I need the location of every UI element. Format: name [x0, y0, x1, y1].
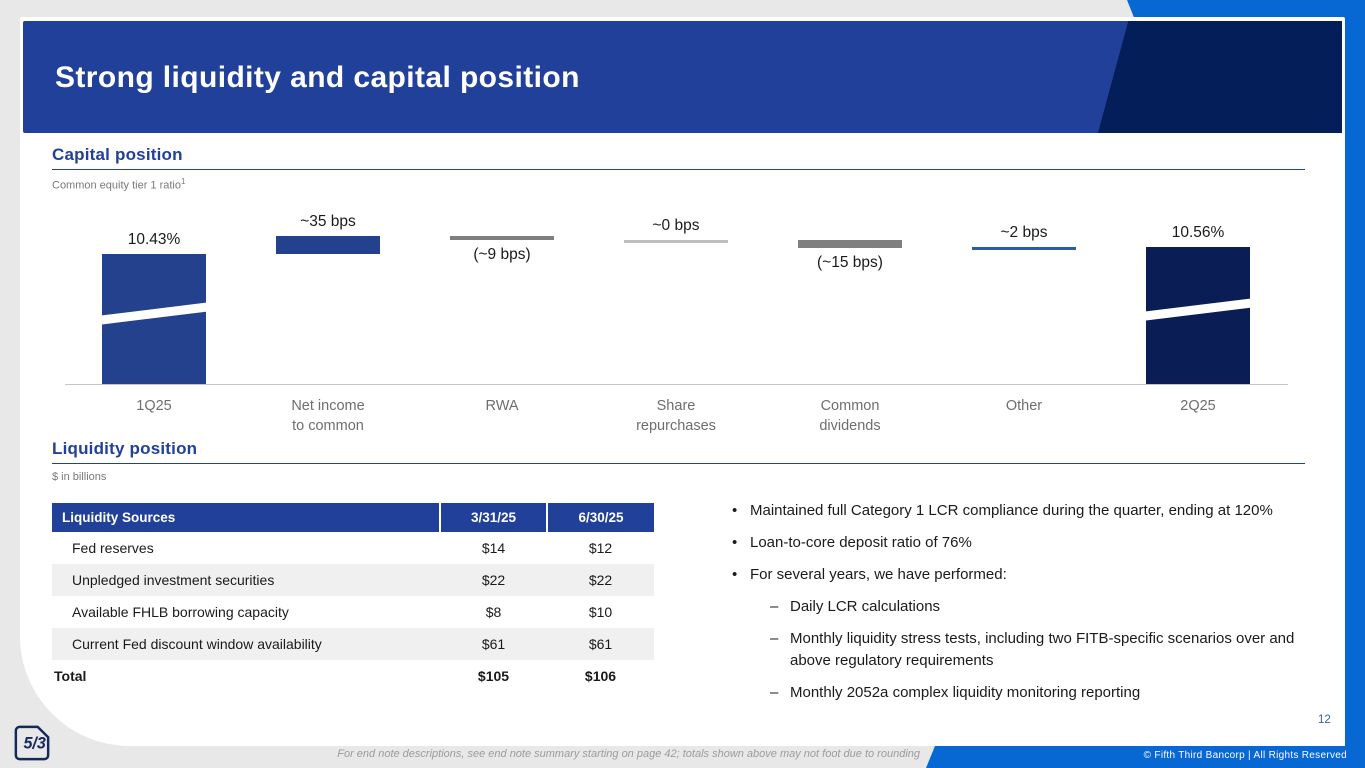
waterfall-bar-1q25 — [102, 254, 206, 384]
slide-title: Strong liquidity and capital position — [55, 61, 580, 94]
col-header-date-2: 6/30/25 — [546, 503, 654, 532]
row-value: $61 — [547, 628, 654, 660]
waterfall-category-label: 1Q25 — [136, 398, 172, 414]
endnote-superscript: 1 — [181, 177, 186, 186]
waterfall-category-label: Other — [1005, 398, 1043, 414]
waterfall-bar-net-income-to-common — [276, 235, 380, 254]
waterfall-bar-other — [972, 247, 1076, 250]
axis-break-slash — [1146, 297, 1250, 322]
chart-baseline-axis — [65, 384, 1288, 385]
col-header-date-1: 3/31/25 — [439, 503, 547, 532]
fifth-third-logo: 5/3 — [14, 725, 50, 761]
slide-card: Strong liquidity and capital position Ca… — [20, 17, 1345, 746]
banner-navy-wedge — [1097, 21, 1342, 133]
waterfall-value-label: 10.56% — [1171, 224, 1225, 242]
col-header-liquidity-sources: Liquidity Sources — [52, 503, 440, 532]
table-row: Current Fed discount window availability… — [52, 628, 654, 660]
row-value: $22 — [440, 564, 547, 596]
liquidity-sources-table: Liquidity Sources 3/31/25 6/30/25 Fed re… — [52, 503, 654, 692]
waterfall-bar-2q25 — [1146, 247, 1250, 384]
total-label: Total — [52, 660, 440, 692]
waterfall-value-label: ~2 bps — [1000, 224, 1048, 242]
page-number: 12 — [1318, 714, 1331, 726]
table-total-row: Total $105 $106 — [52, 660, 654, 692]
table-row: Unpledged investment securities $22 $22 — [52, 564, 654, 596]
row-label: Fed reserves — [72, 540, 154, 556]
cet1-waterfall-chart: 10.43% 1Q25 ~35 bps Net income to common (~9… — [20, 200, 1345, 445]
bullet-item: Loan-to-core deposit ratio of 76% — [732, 532, 1310, 554]
logo-shield-outline — [14, 725, 50, 761]
row-label: Unpledged investment securities — [52, 564, 440, 596]
waterfall-category-label: Common dividends — [819, 398, 881, 434]
table-row: Available FHLB borrowing capacity $8 $10 — [52, 596, 654, 628]
row-value: $10 — [588, 604, 613, 620]
waterfall-value-label: (~9 bps) — [473, 246, 531, 264]
capital-section-subtitle: Common equity tier 1 ratio1 — [52, 177, 186, 192]
liquidity-bullet-list: Maintained full Category 1 LCR complianc… — [732, 500, 1310, 714]
waterfall-category-label: 2Q25 — [1180, 398, 1216, 414]
waterfall-category-label: Share repurchases — [636, 398, 716, 434]
row-value: $61 — [440, 628, 547, 660]
waterfall-value-label: ~35 bps — [300, 212, 356, 230]
bullet-item: Maintained full Category 1 LCR complianc… — [732, 500, 1310, 522]
waterfall-value-label: (~15 bps) — [817, 254, 883, 272]
sub-bullet-item: Daily LCR calculations — [770, 596, 1310, 618]
waterfall-category-label: RWA — [485, 398, 519, 414]
total-value: $106 — [547, 660, 654, 692]
row-value: $14 — [481, 540, 506, 556]
waterfall-bar-common-dividends — [798, 240, 902, 249]
logo-53-glyph: 5/3 — [23, 735, 45, 753]
sub-bullet-item: Monthly 2052a complex liquidity monitori… — [770, 682, 1310, 704]
liquidity-section-subtitle: $ in billions — [52, 471, 107, 483]
liquidity-section-heading: Liquidity position — [52, 439, 198, 458]
bullet-item: For several years, we have performed: — [732, 564, 1310, 586]
endnote-footnote: For end note descriptions, see end note … — [337, 748, 920, 760]
waterfall-bar-share-repurchases — [624, 240, 728, 243]
copyright-text: © Fifth Third Bancorp | All Rights Reser… — [1143, 750, 1347, 761]
total-value: $105 — [440, 660, 547, 692]
waterfall-category-label: Net income to common — [291, 398, 365, 434]
row-label: Available FHLB borrowing capacity — [72, 604, 289, 620]
title-banner: Strong liquidity and capital position — [23, 21, 1342, 133]
waterfall-value-label: ~0 bps — [652, 217, 700, 235]
table-row: Fed reserves $14 $12 — [52, 532, 654, 564]
row-value: $12 — [588, 540, 613, 556]
table-header-row: Liquidity Sources 3/31/25 6/30/25 — [52, 503, 654, 532]
row-label: Current Fed discount window availability — [52, 628, 440, 660]
capital-section-rule — [52, 169, 1305, 170]
capital-section-heading: Capital position — [52, 145, 183, 164]
row-value: $8 — [485, 604, 502, 620]
axis-break-slash — [102, 301, 206, 326]
waterfall-value-label: 10.43% — [127, 231, 181, 248]
liquidity-section-rule — [52, 463, 1305, 464]
row-value: $22 — [547, 564, 654, 596]
waterfall-bar-rwa — [450, 235, 554, 241]
sub-bullet-item: Monthly liquidity stress tests, includin… — [770, 628, 1310, 672]
